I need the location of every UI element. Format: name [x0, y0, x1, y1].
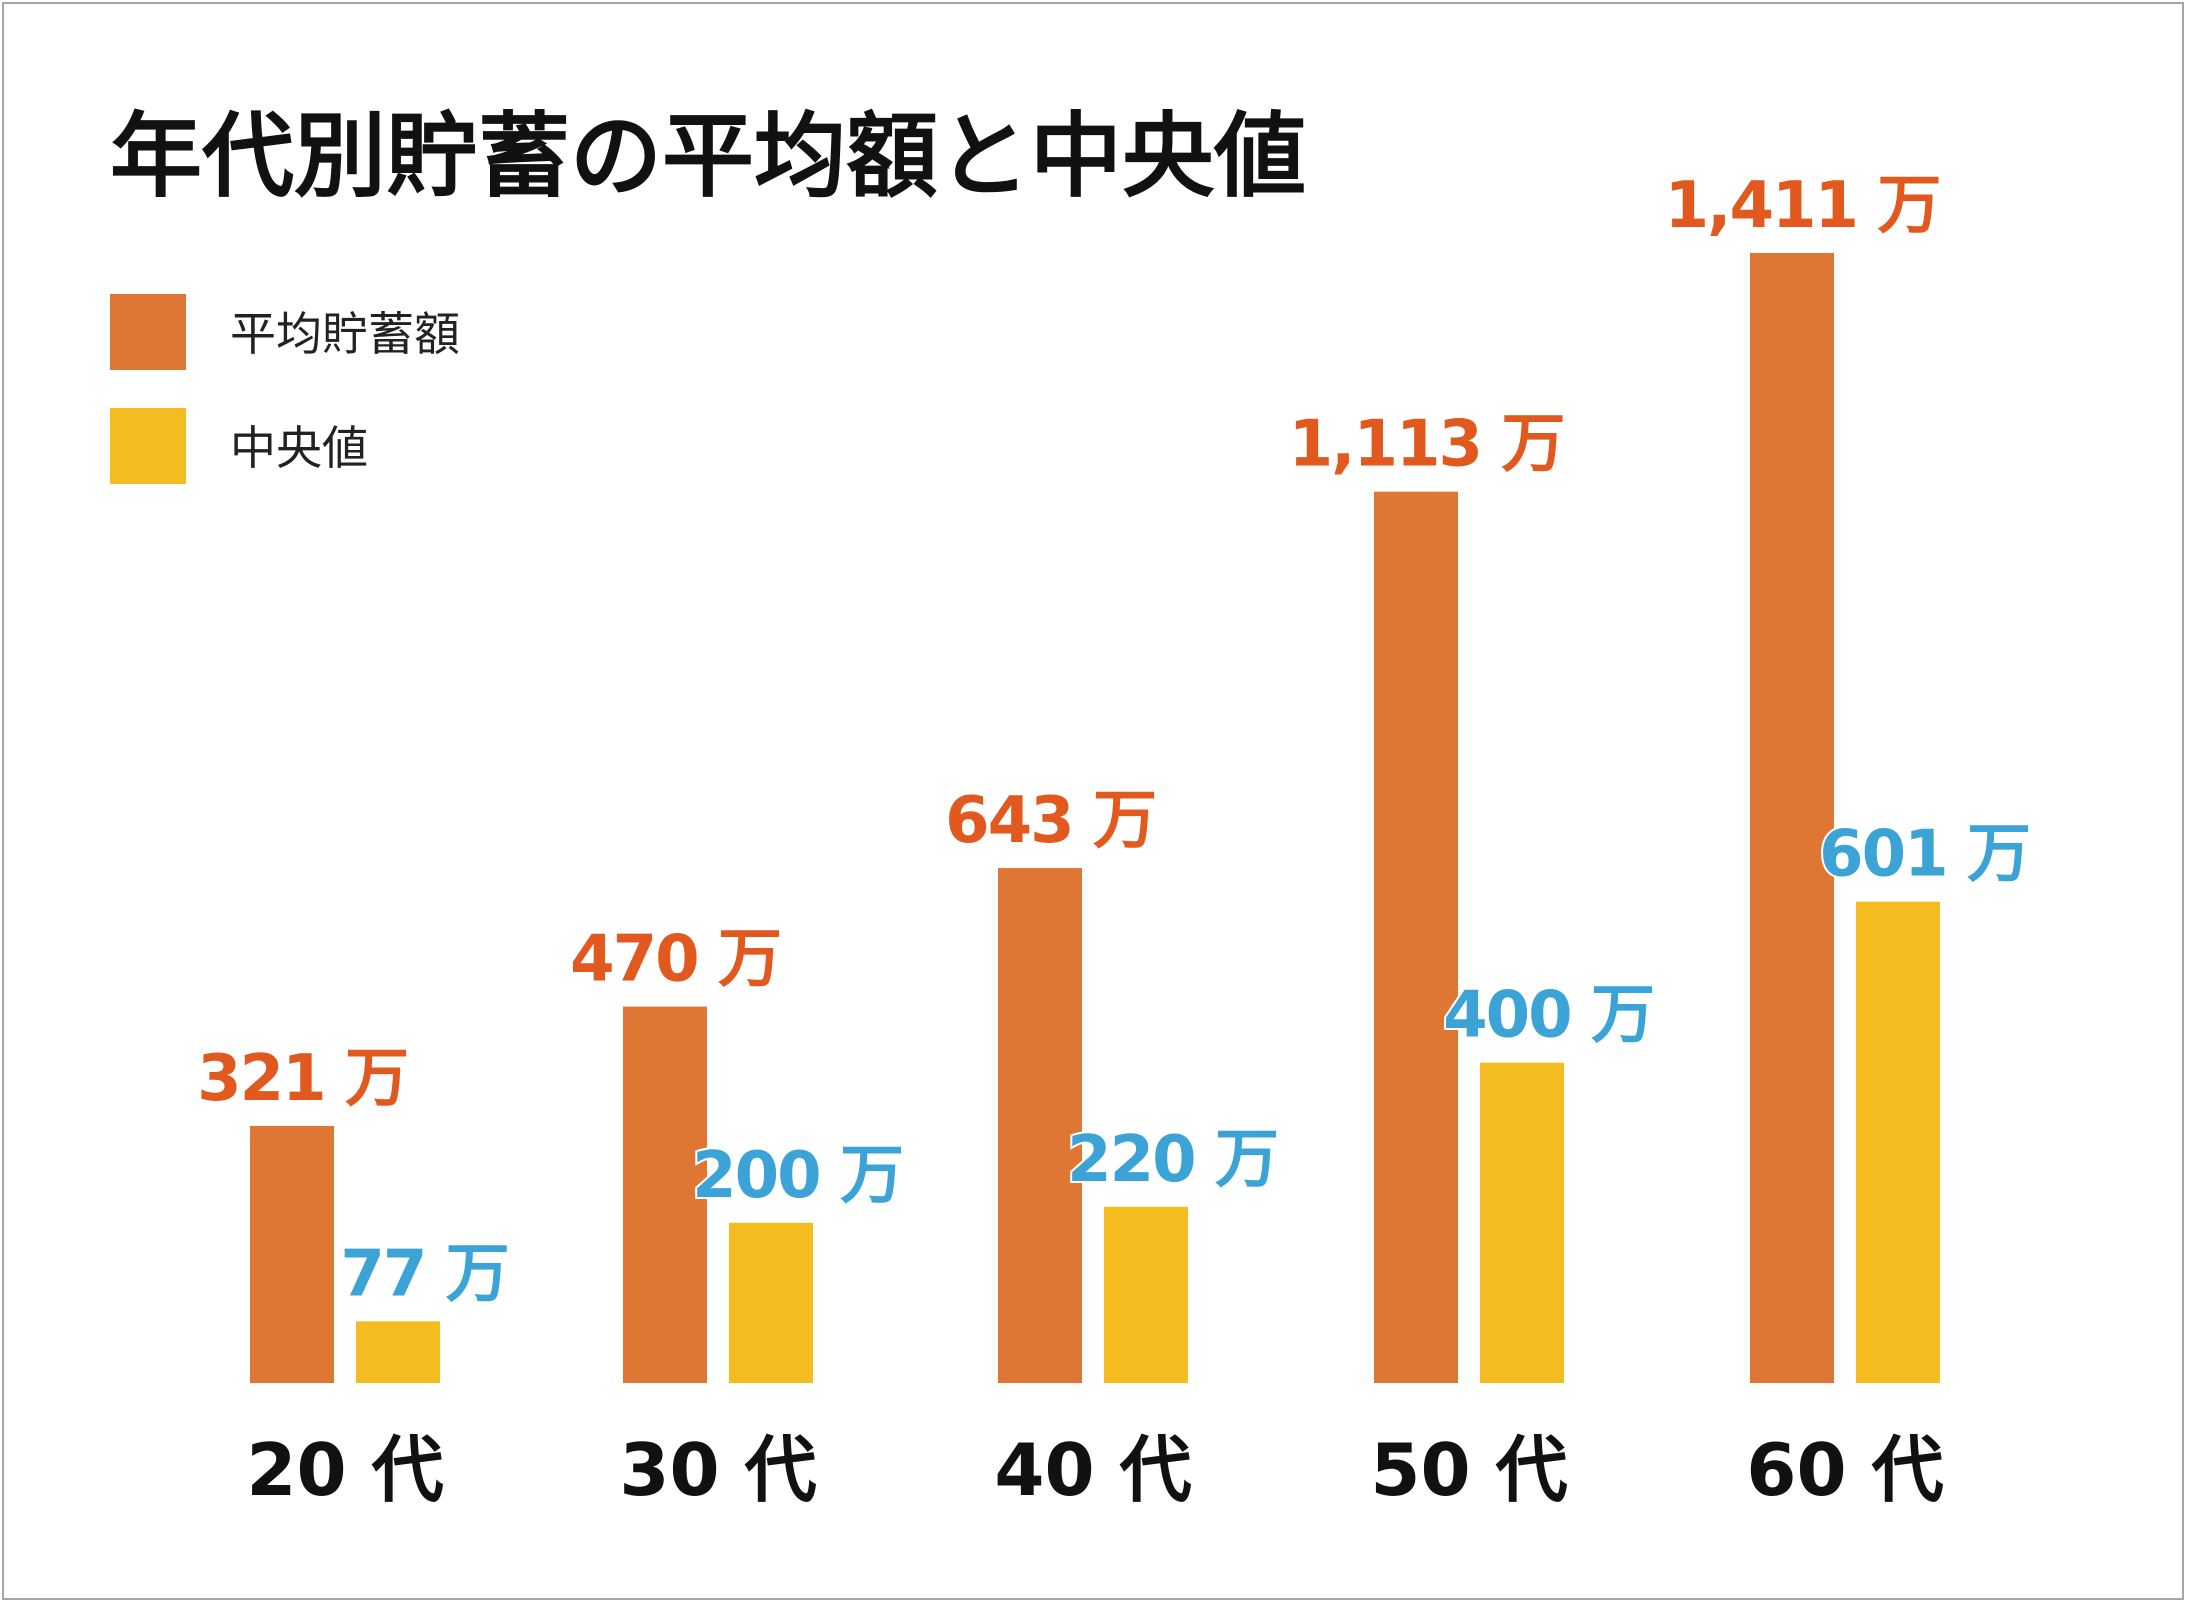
data-label-average-4: 1,411 万 — [1665, 169, 1940, 243]
category-label-3: 50 代 — [1370, 1428, 1567, 1512]
chart-title: 年代別貯蓄の平均額と中央値 — [110, 103, 1306, 210]
legend-swatch-average — [110, 294, 186, 370]
category-label-2: 40 代 — [994, 1428, 1191, 1512]
bar-median-4 — [1856, 901, 1940, 1383]
data-label-average-3: 1,113 万 — [1289, 408, 1564, 482]
legend-label-median: 中央値 — [230, 421, 368, 475]
bar-median-0 — [356, 1321, 440, 1383]
bar-average-4 — [1750, 253, 1834, 1383]
data-labels-group: 321 万 77 万 470 万 200 万 643 万 220 万 1,113 万 400 … — [195, 167, 2033, 1313]
bar-average-2 — [998, 868, 1082, 1383]
legend-label-average: 平均貯蓄額 — [230, 307, 460, 361]
bar-average-0 — [250, 1125, 334, 1383]
data-label-average-0: 321 万 — [197, 1042, 407, 1116]
data-label-average-2: 643 万 — [945, 784, 1155, 858]
data-label-median-3: 400 万 — [1443, 979, 1653, 1053]
bar-average-3 — [1374, 491, 1458, 1383]
bar-average-1 — [623, 1006, 707, 1383]
data-label-median-2: 220 万 — [1067, 1123, 1277, 1197]
legend: 平均貯蓄額 中央値 — [110, 294, 460, 484]
bar-median-3 — [1480, 1062, 1564, 1383]
category-label-0: 20 代 — [246, 1428, 443, 1512]
legend-swatch-median — [110, 408, 186, 484]
bar-median-2 — [1104, 1206, 1188, 1383]
data-label-median-4: 601 万 — [1819, 818, 2029, 892]
data-label-average-1: 470 万 — [570, 923, 780, 997]
data-label-median-1: 200 万 — [692, 1139, 902, 1213]
category-label-1: 30 代 — [619, 1428, 816, 1512]
category-label-4: 60 代 — [1746, 1428, 1943, 1512]
category-labels-group: 20 代 30 代 40 代 50 代 60 代 — [246, 1428, 1943, 1512]
bar-median-1 — [729, 1222, 813, 1383]
bars-group — [250, 253, 1940, 1383]
data-label-median-0: 77 万 — [340, 1237, 507, 1311]
